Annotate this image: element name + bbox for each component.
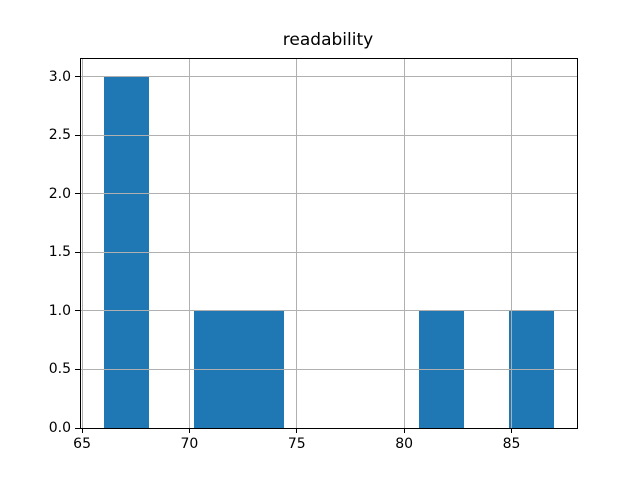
y-axis-tick-label: 2.0: [48, 185, 71, 202]
x-axis-tick: [403, 428, 405, 433]
x-axis-tick: [511, 428, 512, 433]
gridline-horizontal: [81, 134, 577, 136]
y-axis-tick: [75, 134, 80, 136]
gridline-vertical: [188, 59, 190, 428]
gridline-vertical: [511, 59, 512, 428]
gridline-horizontal: [81, 193, 577, 195]
plot-area: [80, 58, 578, 429]
gridline-vertical: [81, 59, 83, 428]
y-axis-tick-label: 2.5: [48, 127, 71, 144]
x-axis-tick: [81, 428, 83, 433]
gridline-horizontal: [81, 368, 577, 370]
chart-title: readability: [282, 30, 374, 50]
x-axis-tick-label: 75: [287, 436, 306, 452]
y-axis-tick: [75, 368, 80, 370]
gridline-horizontal: [81, 310, 577, 312]
x-axis-tick-label: 70: [180, 436, 199, 452]
gridline-vertical: [296, 59, 298, 428]
y-axis-tick: [75, 427, 80, 429]
y-axis-tick-label: 0.0: [48, 420, 71, 436]
y-axis-tick: [75, 251, 80, 253]
x-axis-tick: [296, 428, 298, 433]
gridline-vertical: [403, 59, 405, 428]
y-axis-tick: [75, 76, 80, 78]
x-axis-tick-label: 80: [395, 436, 414, 452]
y-axis-tick-label: 1.0: [48, 302, 71, 319]
y-axis-tick: [75, 310, 80, 312]
x-axis-tick-label: 65: [73, 436, 91, 452]
x-axis-tick: [188, 428, 190, 433]
y-axis-tick-label: 1.5: [48, 244, 71, 261]
x-axis-tick-label: 85: [502, 436, 521, 452]
y-axis-tick: [75, 193, 80, 195]
y-axis-tick-label: 0.5: [48, 361, 71, 378]
gridline-horizontal: [81, 76, 577, 78]
y-axis-tick-label: 3.0: [48, 68, 71, 85]
gridline-horizontal: [81, 251, 577, 253]
